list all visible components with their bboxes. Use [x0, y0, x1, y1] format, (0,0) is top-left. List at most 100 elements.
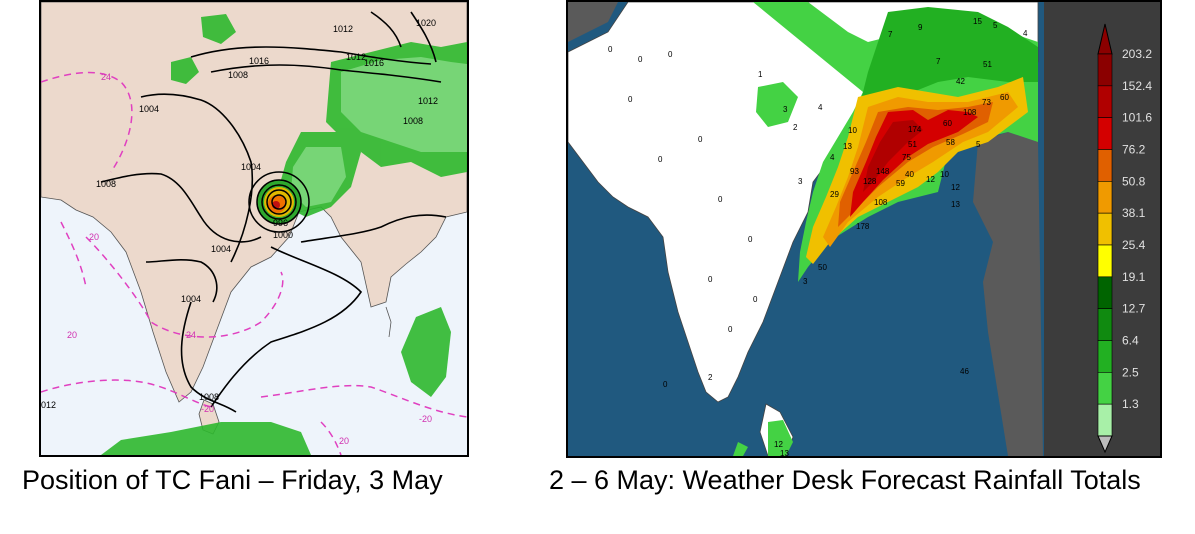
legend-label: 1.3 [1122, 397, 1139, 411]
legend-label: 152.4 [1122, 79, 1152, 93]
rain-label: 108 [963, 108, 977, 117]
rain-label: 2 [793, 123, 798, 132]
rain-label: 13 [843, 142, 852, 151]
rain-label: 9 [918, 23, 923, 32]
rain-label: 58 [946, 138, 955, 147]
rain-label: 12 [774, 440, 783, 449]
legend-arrow-bottom [1097, 435, 1113, 454]
rain-label: 13 [780, 449, 789, 456]
rain-label: 60 [1000, 93, 1009, 102]
legend-swatch [1097, 276, 1113, 309]
legend-label: 19.1 [1122, 270, 1146, 284]
dashed-contours [41, 71, 467, 455]
synoptic-chart-panel: 1012 1016 1016 1012 1008 1008 1004 1008 … [39, 0, 469, 457]
isobar-label: 1008 [96, 179, 116, 189]
rain-label: 0 [728, 325, 733, 334]
rain-label: 3 [803, 277, 808, 286]
isobar-label: 996 [273, 218, 288, 228]
legend-label: 25.4 [1122, 238, 1146, 252]
rain-label: 42 [956, 77, 965, 86]
rain-label: 73 [982, 98, 991, 107]
cyclone-core [248, 171, 310, 233]
isobar-label: 1008 [228, 70, 248, 80]
rain-label: 12 [926, 175, 935, 184]
rain-label: 0 [658, 155, 663, 164]
rain-label: 0 [748, 235, 753, 244]
isobar-label: 1004 [181, 294, 201, 304]
legend-swatch [1097, 181, 1113, 214]
legend-colorbar [1097, 23, 1113, 454]
rain-label: 59 [896, 179, 905, 188]
isobar-label: 1008 [403, 116, 423, 126]
legend-swatch [1097, 53, 1113, 87]
legend-swatch [1097, 85, 1113, 118]
rain-label: 4 [1023, 29, 1028, 38]
rain-label: 0 [638, 55, 643, 64]
rain-label: 29 [830, 190, 839, 199]
legend-swatch [1097, 340, 1113, 373]
neighbour-area [973, 132, 1043, 456]
legend-label: 6.4 [1122, 334, 1139, 348]
rain-label: 0 [668, 50, 673, 59]
rain-label: 40 [905, 170, 914, 179]
dashed-label: 20 [339, 436, 349, 446]
rainfall-forecast-panel: 9 15 5 7 4 7 51 42 73 60 108 174 60 10 1… [566, 0, 1162, 458]
dashed-label: -20 [419, 414, 432, 424]
dashed-label: 20 [67, 330, 77, 340]
legend-label: 76.2 [1122, 143, 1146, 157]
rain-label: 60 [943, 119, 952, 128]
rain-label: 46 [960, 367, 969, 376]
rain-label: 50 [818, 263, 827, 272]
right-caption: 2 – 6 May: Weather Desk Forecast Rainfal… [549, 465, 1141, 495]
dashed-label: 20 [89, 232, 99, 242]
rain-label: 7 [888, 30, 893, 39]
rain-label: 15 [973, 17, 982, 26]
rain-label: 0 [663, 380, 668, 389]
legend-label: 38.1 [1122, 206, 1146, 220]
rain-label: 7 [936, 57, 941, 66]
legend-label: 101.6 [1122, 111, 1152, 125]
legend-swatch [1097, 308, 1113, 341]
legend-label: 12.7 [1122, 302, 1146, 316]
dashed-label: -20 [201, 404, 214, 414]
isobar-label: 1020 [416, 18, 436, 28]
legend-label: 203.2 [1122, 47, 1152, 61]
rain-label: 10 [940, 170, 949, 179]
legend-swatch [1097, 403, 1113, 437]
rain-label: 0 [718, 195, 723, 204]
rain-label: 13 [951, 200, 960, 209]
isobars [100, 11, 447, 413]
rain-label: 148 [876, 167, 890, 176]
rain-label: 2 [708, 373, 713, 382]
rain-label: 4 [818, 103, 823, 112]
neighbour-area [568, 2, 618, 42]
rain-label: 174 [908, 125, 922, 134]
rain-label: 93 [850, 167, 859, 176]
legend-label: 50.8 [1122, 174, 1146, 188]
rain-label: 51 [983, 60, 992, 69]
rain-label: 108 [874, 198, 888, 207]
isobar-label: 1012 [418, 96, 438, 106]
legend-labels: 203.2 152.4 101.6 76.2 50.8 38.1 25.4 19.1 12.7 6… [1122, 47, 1152, 411]
rain-label: 5 [976, 140, 981, 149]
isobar-label: 1000 [273, 230, 293, 240]
rain-label: 0 [708, 275, 713, 284]
rain-label: 3 [783, 105, 788, 114]
rain-label: 0 [628, 95, 633, 104]
rain-label: 128 [863, 177, 877, 186]
rain-label: 12 [951, 183, 960, 192]
rain-label: 75 [902, 153, 911, 162]
legend-swatch [1097, 149, 1113, 182]
isobar-label: 1004 [139, 104, 159, 114]
rain-shading [733, 2, 1038, 456]
legend-swatch [1097, 212, 1113, 246]
legend-swatch [1097, 244, 1113, 278]
dashed-label: 24 [186, 330, 196, 340]
rain-label: 0 [698, 135, 703, 144]
rainfall-map: 9 15 5 7 4 7 51 42 73 60 108 174 60 10 1… [568, 2, 1160, 456]
isobar-label: 1016 [364, 58, 384, 68]
isobar-label: 012 [41, 400, 56, 410]
isobar-label: 1012 [333, 24, 353, 34]
left-caption: Position of TC Fani – Friday, 3 May [22, 465, 443, 495]
synoptic-chart: 1012 1016 1016 1012 1008 1008 1004 1008 … [41, 2, 467, 455]
